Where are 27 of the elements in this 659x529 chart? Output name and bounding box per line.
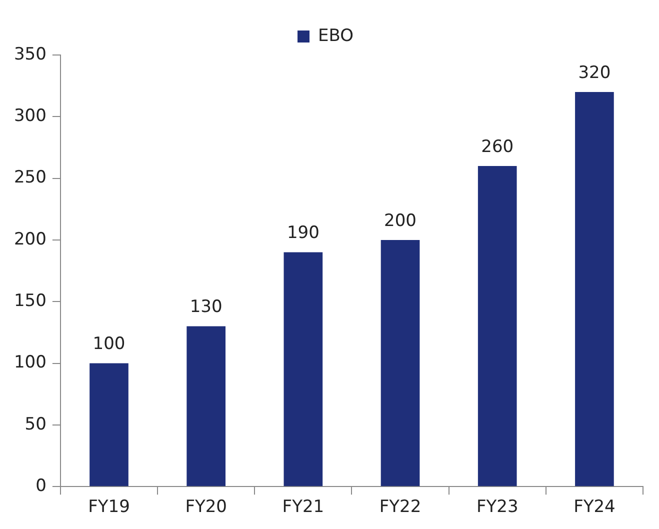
data-label: 200 [384,210,416,231]
y-tick-label: 0 [36,476,46,496]
data-label: 100 [92,334,126,354]
x-tick-label: FY22 [379,497,422,518]
x-tick-label: FY19 [88,497,130,518]
x-tick-label: FY23 [476,497,518,518]
x-tick-label: FY24 [574,497,616,518]
bar [90,363,128,486]
data-label: 190 [286,223,320,244]
x-tick-label: FY20 [185,497,227,518]
y-tick-label: 200 [14,229,46,250]
y-tick-label: 100 [14,352,46,373]
bar [186,326,226,486]
data-label: 320 [578,62,611,83]
data-label: 130 [190,297,222,318]
y-tick-label: 250 [14,168,46,188]
y-tick-label: 50 [24,414,46,434]
y-tick-label: 350 [14,44,46,64]
x-tick-label: FY21 [282,497,324,518]
bar [575,92,614,486]
data-label: 260 [481,136,514,157]
bar [284,252,323,486]
bar [380,240,420,486]
y-tick-label: 300 [14,106,46,126]
bar [478,166,517,486]
y-tick-label: 150 [14,291,46,312]
legend-label: EBO [318,26,354,46]
